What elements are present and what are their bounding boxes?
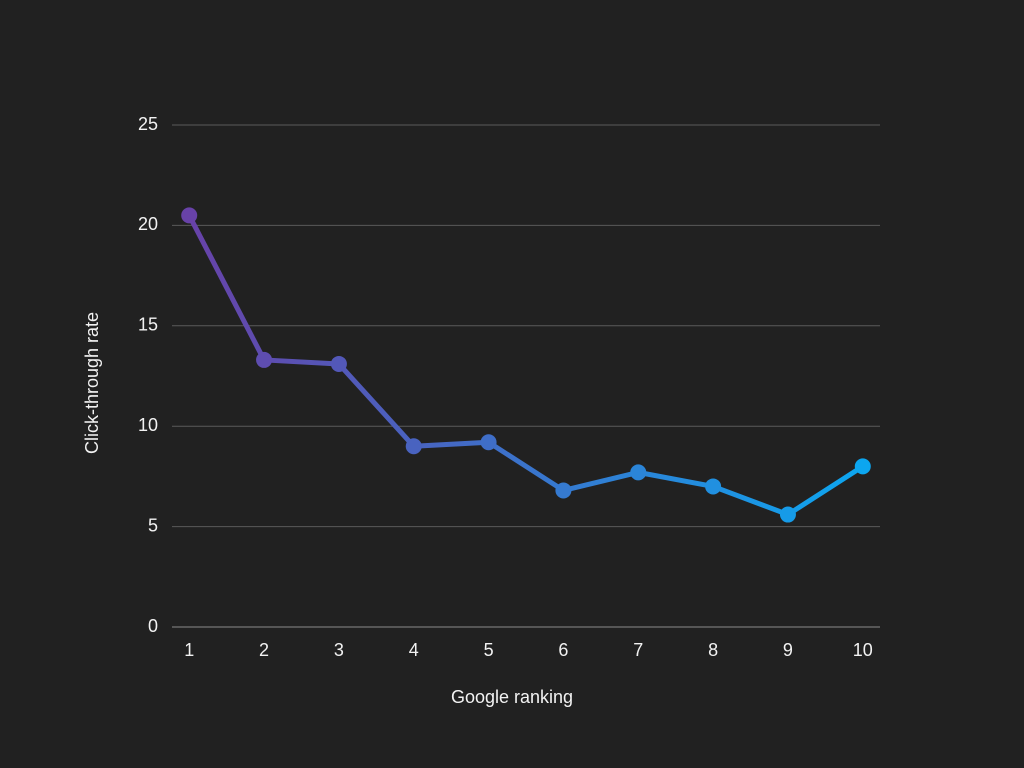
point bbox=[555, 482, 572, 499]
x-tick-label: 1 bbox=[184, 640, 194, 660]
point bbox=[181, 207, 198, 224]
line bbox=[186, 214, 865, 518]
x-tick-label: 6 bbox=[558, 640, 568, 660]
x-tick-label: 2 bbox=[259, 640, 269, 660]
point bbox=[330, 355, 347, 372]
x-tick-label: 10 bbox=[853, 640, 873, 660]
point bbox=[256, 351, 273, 368]
y-tick-label: 10 bbox=[138, 415, 158, 435]
point bbox=[480, 434, 497, 451]
x-tick-label: 9 bbox=[783, 640, 793, 660]
point bbox=[630, 464, 647, 481]
y-tick-label: 15 bbox=[138, 315, 158, 335]
y-tick-label: 5 bbox=[148, 515, 158, 535]
x-tick-label: 7 bbox=[633, 640, 643, 660]
y-tick-label: 0 bbox=[148, 616, 158, 636]
x-axis-label: Google ranking bbox=[451, 687, 573, 707]
x-tick-label: 3 bbox=[334, 640, 344, 660]
x-tick-label: 8 bbox=[708, 640, 718, 660]
point bbox=[405, 438, 422, 455]
y-tick-label: 20 bbox=[138, 214, 158, 234]
y-axis-label: Click-through rate bbox=[82, 312, 102, 454]
point bbox=[705, 478, 722, 495]
y-tick-label: 25 bbox=[138, 114, 158, 134]
x-tick-label: 5 bbox=[484, 640, 494, 660]
x-tick-label: 4 bbox=[409, 640, 419, 660]
point bbox=[854, 458, 871, 475]
point bbox=[779, 506, 796, 523]
